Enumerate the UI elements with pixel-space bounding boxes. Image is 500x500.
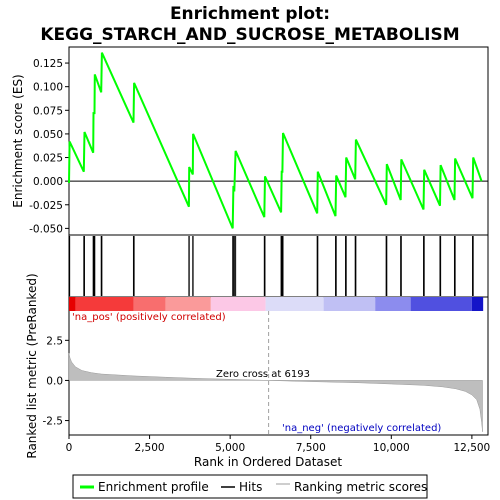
color-bar-segment xyxy=(375,297,410,311)
metric-y-axis-label: Ranked list metric (PreRanked) xyxy=(25,273,39,458)
hits-panel xyxy=(69,235,488,297)
color-bar xyxy=(69,297,483,311)
es-y-tick-label: 0.125 xyxy=(33,58,63,70)
x-tick-label: 12,500 xyxy=(454,442,491,454)
es-y-ticks: -0.050 -0.025 0.000 0.025 0.050 0.075 0.100 0.1… xyxy=(29,58,69,235)
metric-y-tick-label: 2.5 xyxy=(46,335,63,347)
es-y-tick-label: 0.000 xyxy=(33,176,63,188)
color-bar-segment xyxy=(166,297,211,311)
legend-es-label: Enrichment profile xyxy=(98,480,209,494)
hits-panel-frame xyxy=(69,235,488,297)
es-panel: -0.050 -0.025 0.000 0.025 0.050 0.075 0.100 0.1… xyxy=(11,47,488,235)
x-tick-label: 0 xyxy=(66,442,73,454)
x-axis-ticks: 0 2,500 5,000 7,500 10,000 12,500 xyxy=(66,435,491,454)
color-bar-segment xyxy=(69,297,75,311)
legend-metric-label: Ranking metric scores xyxy=(294,480,427,494)
color-bar-segment xyxy=(75,297,133,311)
x-tick-label: 10,000 xyxy=(373,442,410,454)
x-axis-label: Rank in Ordered Dataset xyxy=(194,455,342,469)
x-tick-label: 2,500 xyxy=(135,442,165,454)
chart-title-line1: Enrichment plot: xyxy=(170,4,330,24)
x-tick-label: 5,000 xyxy=(215,442,245,454)
metric-y-tick-label: -2.5 xyxy=(43,416,64,428)
pos-label: 'na_pos' (positively correlated) xyxy=(72,312,226,323)
color-bar-segment xyxy=(472,297,483,311)
color-bar-segment xyxy=(411,297,472,311)
legend: Enrichment profile Hits Ranking metric s… xyxy=(73,475,427,498)
es-y-tick-label: -0.025 xyxy=(29,200,63,212)
metric-y-ticks: -2.5 0.0 2.5 xyxy=(43,335,70,427)
zero-cross-label: Zero cross at 6193 xyxy=(216,369,310,380)
color-bar-segment xyxy=(211,297,266,311)
color-bar-segment xyxy=(324,297,376,311)
color-bar-segment xyxy=(133,297,165,311)
es-y-tick-label: 0.100 xyxy=(33,82,63,94)
es-y-tick-label: -0.050 xyxy=(29,223,63,235)
es-y-tick-label: 0.050 xyxy=(33,129,63,141)
es-y-axis-label: Enrichment score (ES) xyxy=(11,74,25,207)
metric-y-tick-label: 0.0 xyxy=(46,375,63,387)
legend-hits-label: Hits xyxy=(239,480,262,494)
neg-label: 'na_neg' (negatively correlated) xyxy=(282,423,441,434)
es-y-tick-label: 0.075 xyxy=(33,105,63,117)
es-y-tick-label: 0.025 xyxy=(33,153,63,165)
metric-panel: -2.5 0.0 2.5 'na_pos' (positively correlat… xyxy=(25,273,488,458)
color-bar-segment xyxy=(266,297,324,311)
x-tick-label: 7,500 xyxy=(296,442,326,454)
chart-title-line2: KEGG_STARCH_AND_SUCROSE_METABOLISM xyxy=(40,25,459,45)
